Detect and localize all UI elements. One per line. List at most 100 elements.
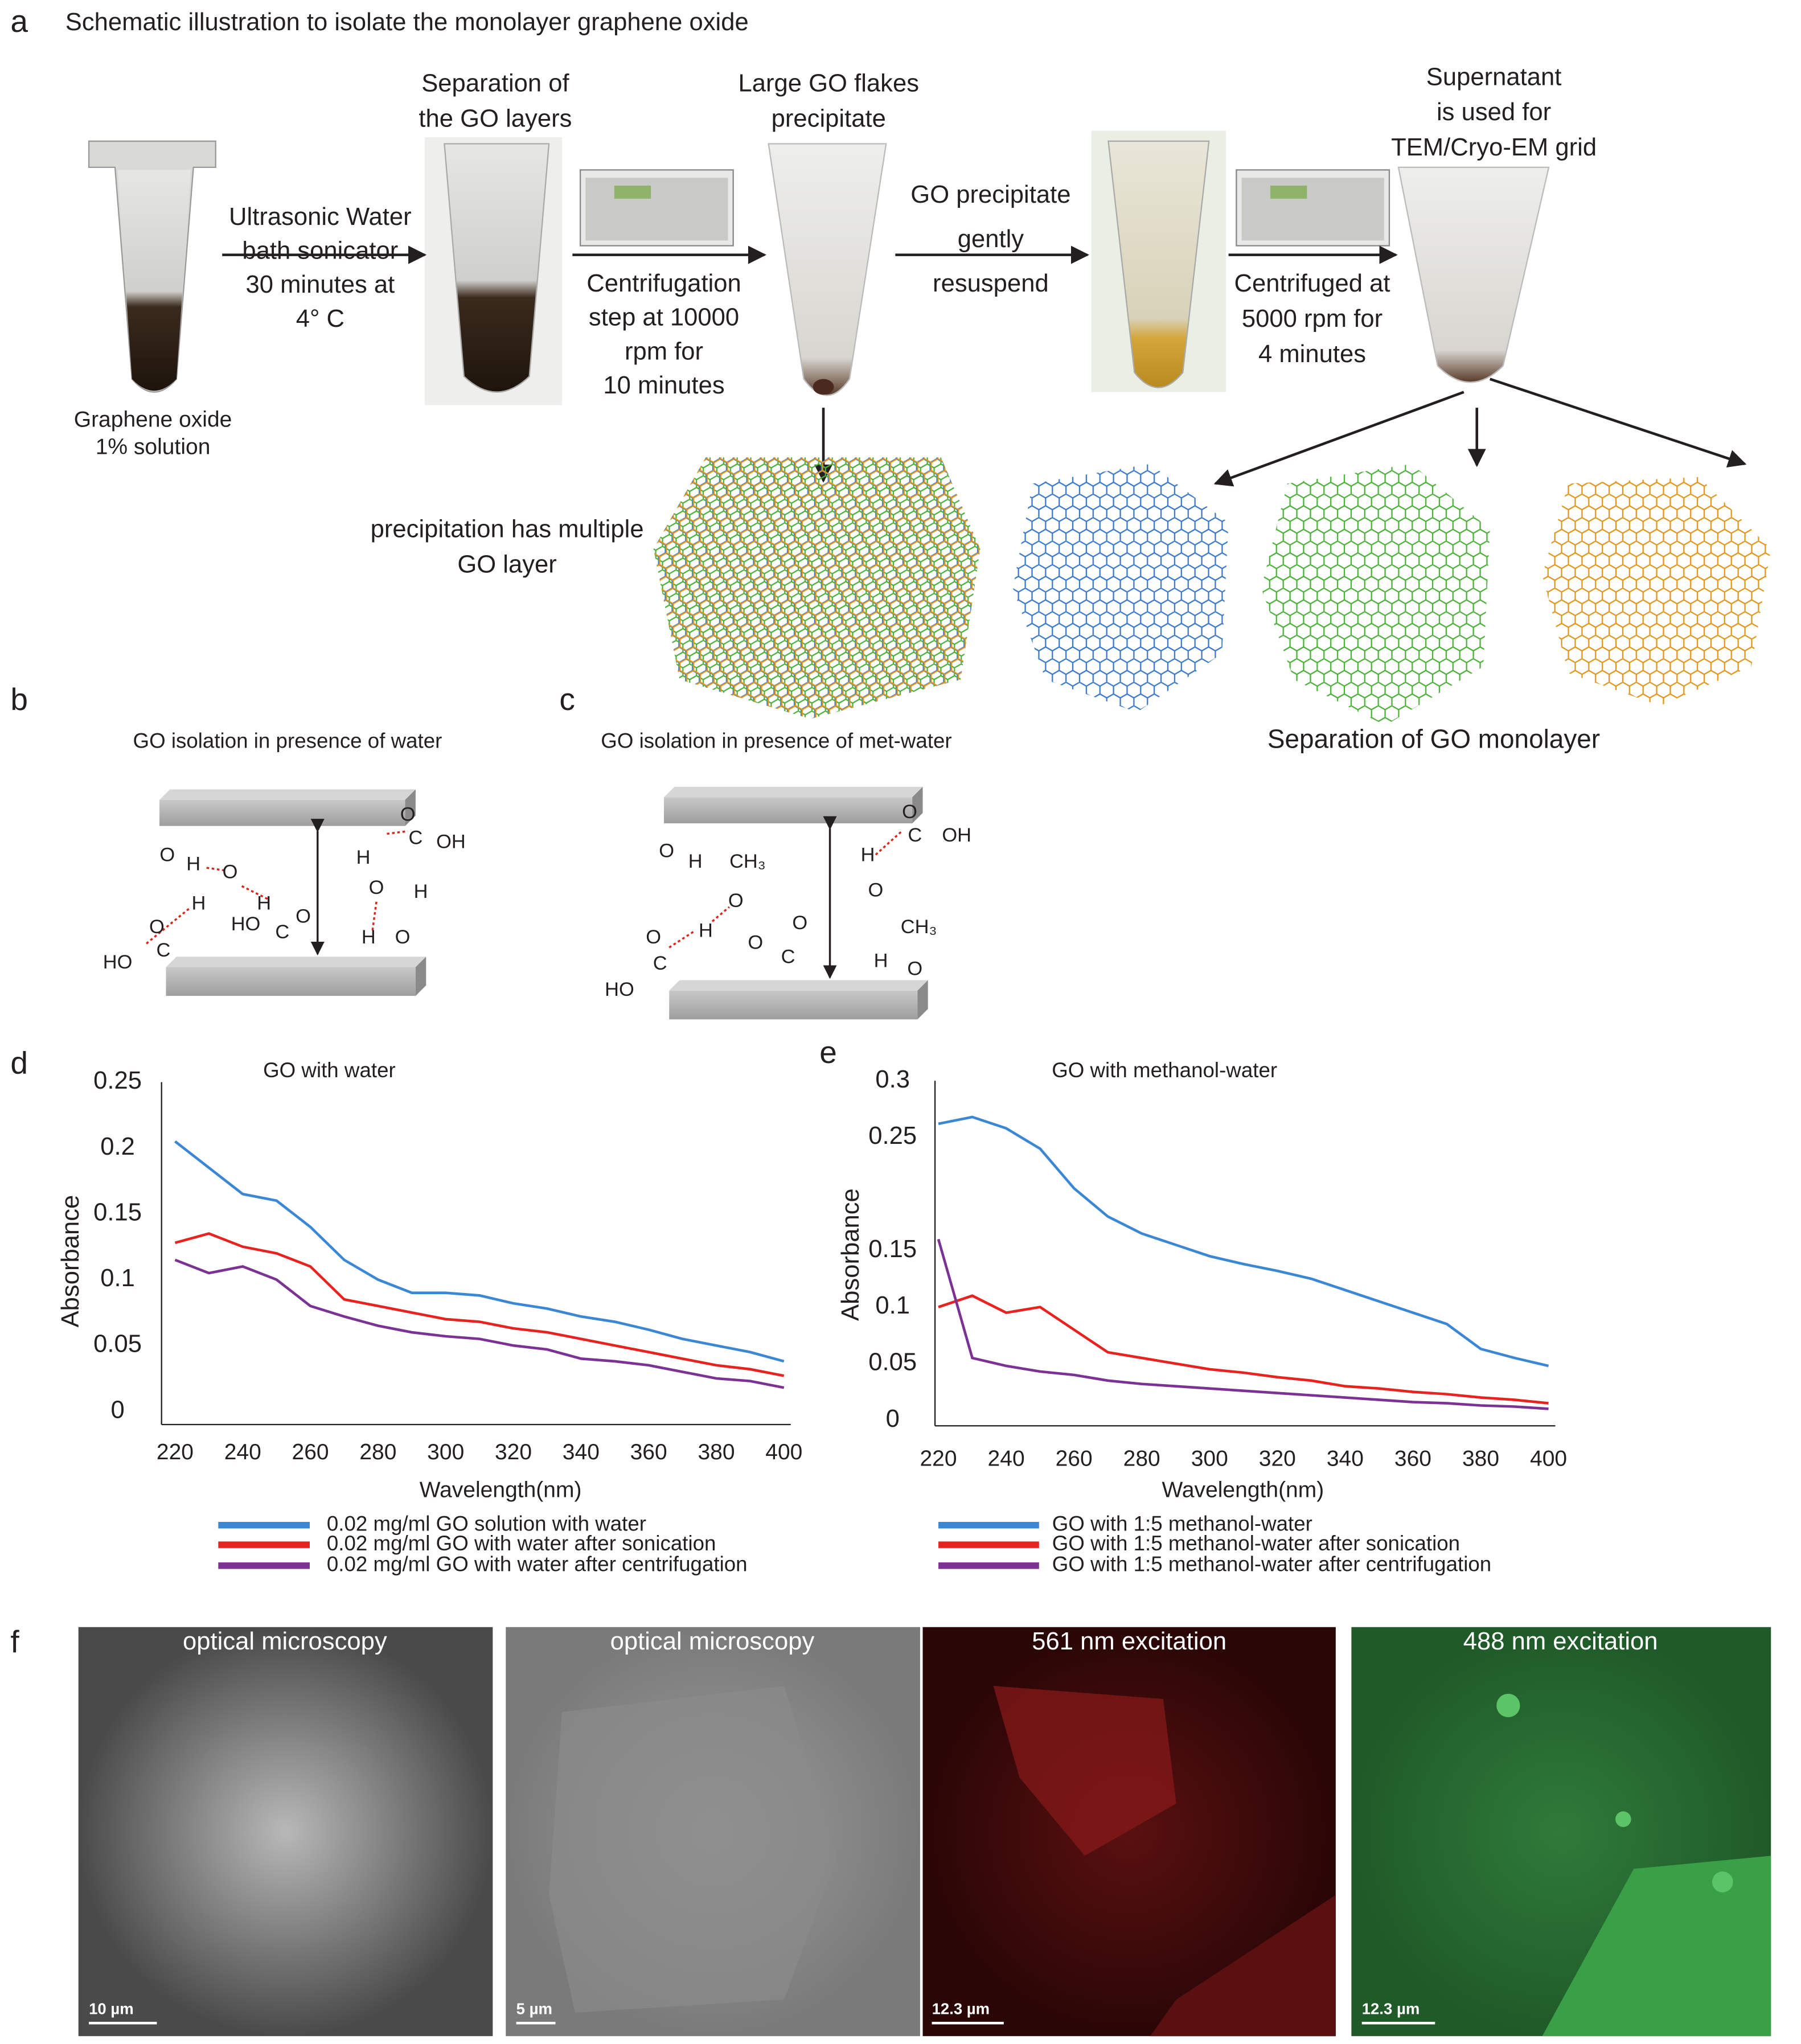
illustration-shape xyxy=(669,980,928,991)
x-axis-label: Wavelength(nm) xyxy=(420,1477,582,1502)
atom: H xyxy=(257,893,271,914)
caption: GO layer xyxy=(457,551,556,578)
panel-title: GO isolation in presence of met-water xyxy=(601,729,951,752)
caption: Separation of xyxy=(421,70,569,97)
atom: C xyxy=(156,939,170,961)
data-line xyxy=(174,1258,785,1389)
atom: CH₃ xyxy=(729,851,766,872)
illustration-shape xyxy=(669,990,918,1020)
atom: O xyxy=(728,890,744,912)
atom: HO xyxy=(231,913,261,935)
y-tick-label: 0.05 xyxy=(93,1331,142,1358)
atom: C xyxy=(408,827,422,849)
atom: C xyxy=(275,921,289,943)
step-text: resuspend xyxy=(933,270,1049,297)
atom: H xyxy=(688,851,703,872)
illustration-shape xyxy=(711,906,730,922)
y-tick-label: 0 xyxy=(110,1396,124,1423)
step-text: GO precipitate xyxy=(910,181,1070,208)
caption: the GO layers xyxy=(419,105,572,133)
illustration-shape xyxy=(145,830,902,949)
data-line xyxy=(938,1115,1549,1368)
atom: CH₃ xyxy=(901,916,937,938)
atom: HO xyxy=(605,979,634,1000)
chart-title: GO with water xyxy=(263,1058,396,1082)
legend-label: GO with 1:5 methanol-water after sonicat… xyxy=(1052,1532,1460,1555)
illustration-shape xyxy=(1615,1811,1631,1827)
atom: O xyxy=(748,931,763,953)
illustration-shape xyxy=(653,457,981,719)
atom: H xyxy=(874,950,888,972)
scale-bar-label: 12.3 µm xyxy=(1362,2000,1420,2018)
illustration-shape xyxy=(664,786,923,798)
illustration-shape xyxy=(993,1686,1176,1856)
step-text: 4° C xyxy=(296,305,344,333)
illustration-shape xyxy=(1712,1871,1733,1893)
illustration-shape xyxy=(78,1627,493,2037)
atom: HO xyxy=(103,951,133,973)
illustration-shape xyxy=(1150,1895,1336,2037)
y-tick-label: 0.25 xyxy=(93,1067,142,1094)
illustration-shape xyxy=(1542,1856,1771,2037)
y-tick-label: 0.1 xyxy=(875,1292,910,1319)
illustration-shape xyxy=(1213,391,1464,487)
illustration-shape xyxy=(159,789,416,800)
x-tick-label: 280 xyxy=(359,1440,396,1464)
atom: H xyxy=(191,893,206,914)
panel-letter: e xyxy=(819,1035,837,1070)
caption: precipitate xyxy=(772,105,886,133)
illustration-shape xyxy=(444,143,550,393)
step-text: Centrifugation xyxy=(586,270,741,297)
atom: H xyxy=(356,847,371,868)
y-tick-label: 0.2 xyxy=(100,1133,135,1160)
image-title: 488 nm excitation xyxy=(1463,1628,1658,1655)
illustration-shape xyxy=(1542,477,1771,706)
legend-label: 0.02 mg/ml GO with water after sonicatio… xyxy=(327,1532,716,1555)
illustration-shape xyxy=(1270,185,1307,199)
atom: O xyxy=(400,803,416,825)
atom: O xyxy=(223,861,238,883)
atom: O xyxy=(149,916,165,938)
x-tick-label: 320 xyxy=(495,1440,532,1464)
atom: H xyxy=(362,926,376,948)
y-tick-label: 0.1 xyxy=(100,1265,135,1292)
illustration-shape xyxy=(1107,140,1210,388)
x-axis-label: Wavelength(nm) xyxy=(1162,1477,1324,1502)
data-line xyxy=(174,1140,785,1363)
atom: H xyxy=(699,920,713,942)
x-tick-label: 400 xyxy=(765,1440,802,1464)
x-tick-label: 240 xyxy=(988,1446,1025,1471)
illustration-shape xyxy=(1012,463,1229,713)
caption: Separation of GO monolayer xyxy=(1267,724,1600,754)
x-tick-label: 320 xyxy=(1259,1446,1296,1471)
atom: H xyxy=(861,844,875,866)
x-tick-label: 360 xyxy=(630,1440,667,1464)
legend-label: GO with 1:5 methanol-water after centrif… xyxy=(1052,1553,1491,1576)
x-tick-label: 280 xyxy=(1123,1446,1160,1471)
caption: precipitation has multiple xyxy=(371,515,644,543)
illustration-shape xyxy=(813,379,834,395)
illustration-shape xyxy=(117,170,191,391)
legend-label: 0.02 mg/ml GO with water after centrifug… xyxy=(327,1553,748,1576)
step-text: rpm for xyxy=(625,338,703,365)
illustration-shape xyxy=(166,967,416,996)
y-tick-label: 0.15 xyxy=(868,1236,917,1263)
data-line xyxy=(937,1238,1549,1410)
step-text: 30 minutes at xyxy=(245,271,395,298)
caption: TEM/Cryo-EM grid xyxy=(1391,134,1597,161)
scale-bar-label: 10 µm xyxy=(89,2000,134,2018)
scale-bar-label: 12.3 µm xyxy=(932,2000,990,2018)
atom: O xyxy=(646,926,661,948)
illustration-shape xyxy=(912,786,923,824)
step-text: 10 minutes xyxy=(603,372,724,399)
illustration-shape xyxy=(166,957,426,967)
x-tick-label: 300 xyxy=(427,1440,464,1464)
caption: Graphene oxide xyxy=(74,407,232,432)
y-tick-label: 0.05 xyxy=(868,1349,917,1376)
atom: O xyxy=(902,801,917,823)
x-tick-label: 360 xyxy=(1394,1446,1431,1471)
step-text: 5000 rpm for xyxy=(1242,305,1382,333)
panel-letter: a xyxy=(10,3,28,39)
illustration-shape xyxy=(917,980,928,1020)
